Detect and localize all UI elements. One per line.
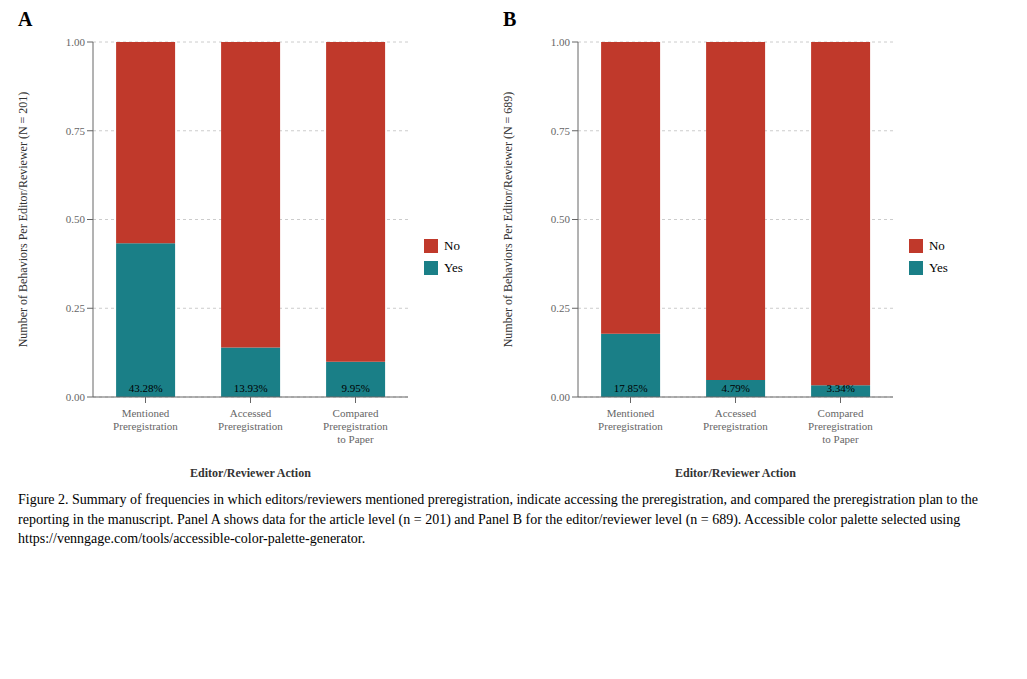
svg-text:MentionedPreregistration: MentionedPreregistration <box>113 407 178 432</box>
svg-text:ComparedPreregistrationto Pape: ComparedPreregistrationto Paper <box>323 407 388 445</box>
svg-text:17.85%: 17.85% <box>614 382 648 394</box>
svg-text:0.75: 0.75 <box>66 125 86 137</box>
html-text:B: B <box>502 8 517 30</box>
svg-text:0.50: 0.50 <box>551 213 571 225</box>
svg-text:3.34%: 3.34% <box>826 382 854 394</box>
html-text:No: No <box>928 238 945 253</box>
svg-text:0.00: 0.00 <box>66 391 86 403</box>
svg-text:Number of Behaviors Per Editor: Number of Behaviors Per Editor/Reviewer … <box>16 92 30 348</box>
svg-text:0.50: 0.50 <box>66 213 86 225</box>
html-text:Yes: Yes <box>444 260 463 275</box>
svg-text:AccessedPreregistration: AccessedPreregistration <box>703 407 768 432</box>
svg-text:4.79%: 4.79% <box>721 382 749 394</box>
svg-text:0.25: 0.25 <box>551 302 571 314</box>
svg-text:Editor/Reviewer Action: Editor/Reviewer Action <box>675 466 796 480</box>
html-text:Yes: Yes <box>928 260 948 275</box>
html-text:No: No <box>444 238 460 253</box>
svg-text:Number of Behaviors Per Editor: Number of Behaviors Per Editor/Reviewer … <box>501 92 515 348</box>
html-text:Figure 2. Summary of frequenci: Figure 2. Summary of frequencies in whic… <box>18 492 978 547</box>
svg-text:AccessedPreregistration: AccessedPreregistration <box>218 407 283 432</box>
svg-text:0.75: 0.75 <box>551 125 571 137</box>
html-text:A: A <box>18 8 33 30</box>
svg-text:0.00: 0.00 <box>551 391 571 403</box>
svg-text:43.28%: 43.28% <box>129 382 163 394</box>
svg-text:Editor/Reviewer Action: Editor/Reviewer Action <box>190 466 311 480</box>
svg-text:1.00: 1.00 <box>551 36 571 48</box>
svg-text:0.25: 0.25 <box>66 302 86 314</box>
svg-text:ComparedPreregistrationto Pape: ComparedPreregistrationto Paper <box>808 407 873 445</box>
svg-text:13.93%: 13.93% <box>234 382 268 394</box>
svg-text:9.95%: 9.95% <box>341 382 369 394</box>
svg-text:MentionedPreregistration: MentionedPreregistration <box>598 407 663 432</box>
svg-text:1.00: 1.00 <box>66 36 86 48</box>
